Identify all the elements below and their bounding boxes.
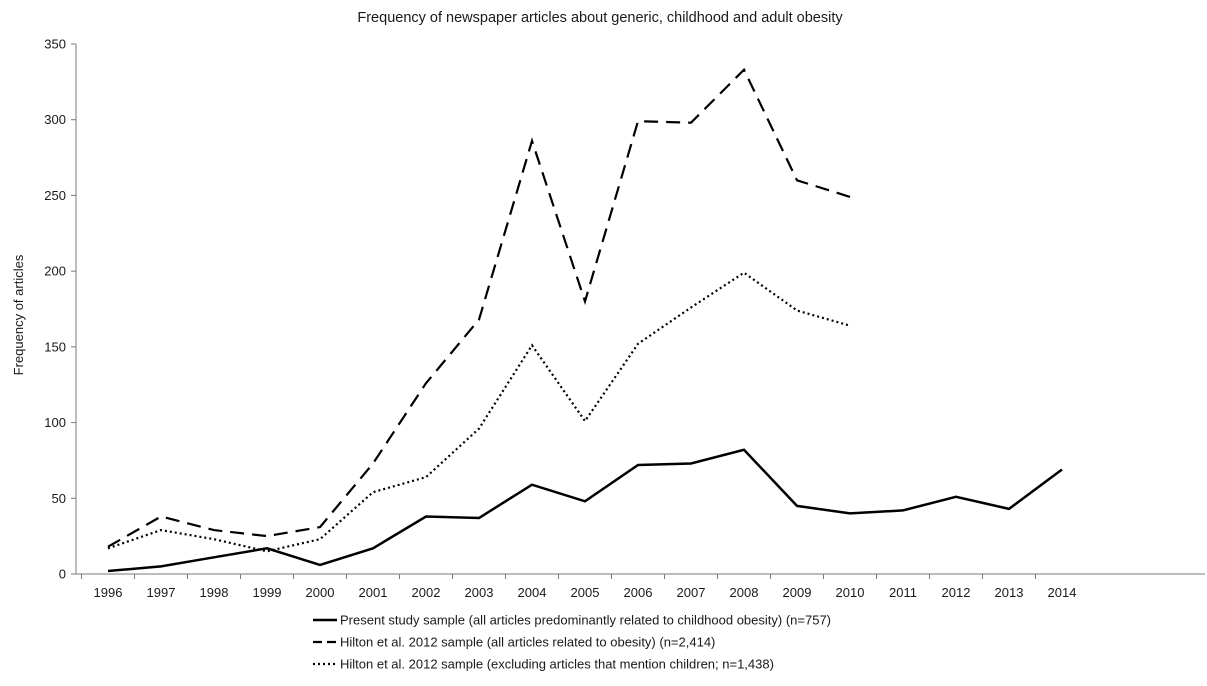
- series-line-3: [107, 271, 851, 553]
- x-tick-label: 1999: [253, 585, 282, 600]
- y-tick-label: 350: [44, 37, 66, 52]
- y-tick-label: 200: [44, 264, 66, 279]
- x-tick-label: 2006: [624, 585, 653, 600]
- x-tick-label: 2001: [359, 585, 388, 600]
- x-tick-label: 2000: [306, 585, 335, 600]
- x-tick-label: 2003: [465, 585, 494, 600]
- x-axis-ticks: 1996 1997 1998 1999 2000 2001 2002 2003 2004 2005…: [81, 574, 1077, 600]
- y-tick-label: 50: [52, 491, 66, 506]
- x-tick-label: 2012: [942, 585, 971, 600]
- y-tick-label: 0: [59, 567, 66, 582]
- x-tick-label: 2014: [1048, 585, 1077, 600]
- x-tick-label: 2008: [730, 585, 759, 600]
- y-tick-label: 300: [44, 112, 66, 127]
- x-tick-label: 2002: [412, 585, 441, 600]
- y-axis-title: Frequency of articles: [11, 254, 26, 375]
- legend: Present study sample (all articles predo…: [313, 613, 831, 672]
- y-axis-ticks: 0 50 100 150 200 250 300 350: [44, 37, 76, 582]
- x-tick-label: 1997: [147, 585, 176, 600]
- x-tick-label: 2009: [783, 585, 812, 600]
- legend-label: Hilton et al. 2012 sample (all articles …: [340, 635, 715, 650]
- series-line-2: [107, 67, 851, 548]
- legend-label: Present study sample (all articles predo…: [340, 613, 831, 628]
- x-tick-label: 2013: [995, 585, 1024, 600]
- x-tick-label: 2011: [889, 585, 917, 600]
- y-tick-label: 150: [44, 339, 66, 354]
- x-tick-label: 2007: [677, 585, 706, 600]
- x-tick-label: 2005: [571, 585, 600, 600]
- y-tick-label: 100: [44, 415, 66, 430]
- legend-label: Hilton et al. 2012 sample (excluding art…: [340, 657, 774, 672]
- x-tick-label: 2010: [836, 585, 865, 600]
- y-tick-label: 250: [44, 188, 66, 203]
- x-tick-label: 1998: [200, 585, 229, 600]
- x-tick-label: 1996: [94, 585, 123, 600]
- x-tick-label: 2004: [518, 585, 547, 600]
- series-line-1: [107, 448, 1063, 573]
- chart-title: Frequency of newspaper articles about ge…: [357, 10, 843, 26]
- series-lines: [107, 67, 1063, 573]
